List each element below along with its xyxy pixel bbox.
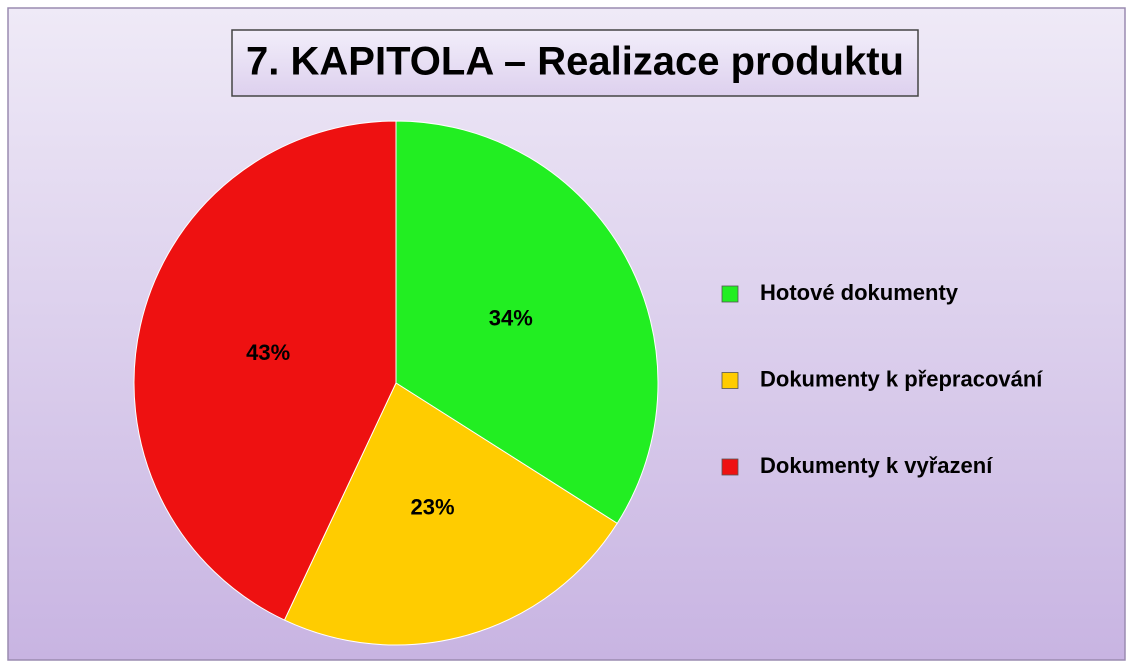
pie-slice [133, 120, 397, 621]
chart-title: 7. KAPITOLA – Realizace produktu [246, 40, 904, 84]
legend-label: Hotové dokumenty [760, 280, 959, 305]
legend-label: Dokumenty k vyřazení [760, 453, 993, 478]
title-box [231, 29, 919, 97]
legend-swatch [721, 285, 739, 303]
value-label: 43% [246, 340, 290, 365]
pie-slice [283, 382, 618, 646]
legend-swatch [721, 458, 739, 476]
value-label: 34% [489, 306, 533, 331]
pie-slice [395, 120, 659, 525]
legend-swatch [721, 372, 739, 389]
legend-label: Dokumenty k přepracování [760, 366, 1043, 391]
value-label: 23% [411, 495, 455, 520]
